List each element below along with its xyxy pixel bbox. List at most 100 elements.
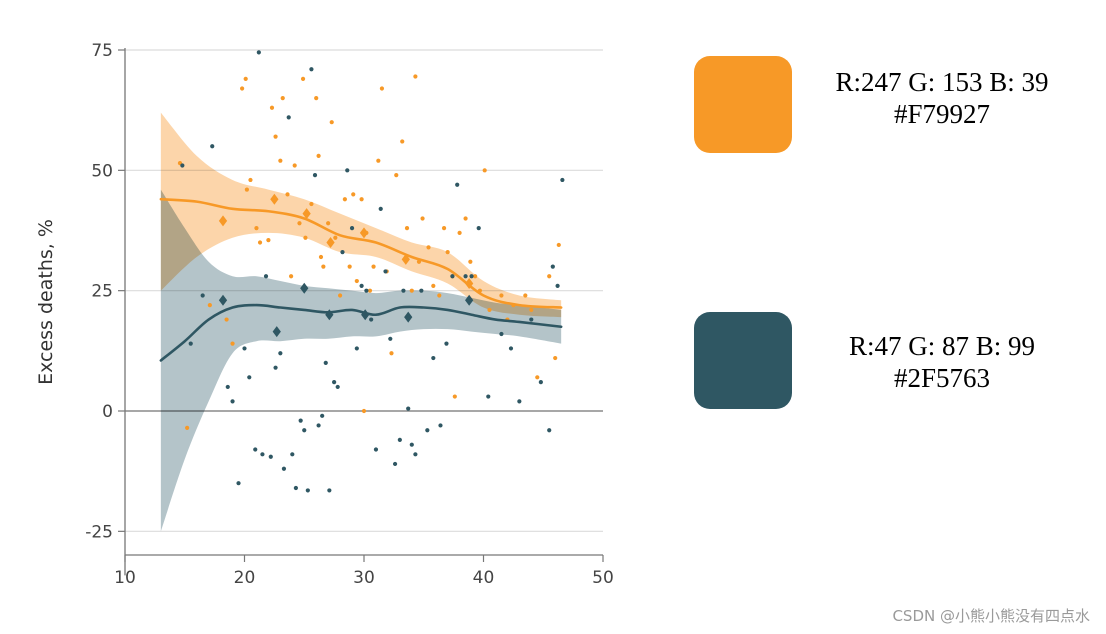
data-points xyxy=(177,50,565,493)
orange-point xyxy=(409,288,414,293)
orange-diamond-marker xyxy=(326,237,335,249)
teal-point xyxy=(406,406,411,411)
teal-point xyxy=(555,283,560,288)
orange-point xyxy=(338,293,343,298)
orange-point xyxy=(333,235,338,240)
teal-point xyxy=(309,67,314,72)
orange-hex-text: #F79927 xyxy=(893,99,991,129)
y-tick-label--25: -25 xyxy=(85,522,113,542)
teal-point xyxy=(323,360,328,365)
teal-hex-text: #2F5763 xyxy=(893,363,991,393)
teal-point xyxy=(401,288,406,293)
teal-point xyxy=(547,428,552,433)
teal-color-swatch xyxy=(694,312,792,409)
orange-point xyxy=(556,242,561,248)
teal-point xyxy=(230,399,235,404)
teal-point xyxy=(538,380,543,385)
orange-point xyxy=(361,408,367,414)
orange-point xyxy=(389,351,394,356)
orange-diamond-marker xyxy=(465,277,474,289)
teal-point xyxy=(263,274,269,279)
teal-color-label: R:47 G: 87 B: 99 #2F5763 xyxy=(792,330,1092,394)
teal-point xyxy=(369,317,374,322)
x-tick-label-40: 40 xyxy=(473,568,495,588)
teal-point xyxy=(463,274,468,279)
orange-point xyxy=(278,158,283,163)
teal-point xyxy=(455,182,460,187)
orange-color-swatch xyxy=(694,56,792,153)
teal-point xyxy=(425,428,430,433)
orange-point xyxy=(185,425,190,430)
teal-point xyxy=(200,293,205,298)
orange-point xyxy=(473,274,478,279)
orange-point xyxy=(371,264,376,269)
orange-point xyxy=(292,163,297,168)
orange-point xyxy=(224,317,229,322)
teal-point xyxy=(409,442,414,447)
teal-diamond-marker xyxy=(325,309,334,321)
orange-trend-line xyxy=(159,197,563,309)
teal-point xyxy=(364,288,369,293)
teal-point xyxy=(517,399,522,404)
teal-point xyxy=(312,173,318,178)
orange-diamond-marker xyxy=(218,215,228,227)
teal-point xyxy=(242,346,247,351)
teal-point xyxy=(247,375,252,380)
teal-point xyxy=(268,454,273,459)
orange-diamond-marker xyxy=(302,208,311,220)
teal-point xyxy=(378,206,383,211)
teal-point xyxy=(450,274,455,279)
teal-point xyxy=(486,394,491,399)
orange-point xyxy=(244,187,249,192)
teal-point xyxy=(210,144,215,149)
teal-point xyxy=(392,461,398,467)
teal-point xyxy=(476,225,481,231)
teal-point xyxy=(260,452,265,457)
teal-point xyxy=(383,269,388,274)
orange-color-label: R:247 G: 153 B: 39 #F79927 xyxy=(792,66,1092,130)
teal-point xyxy=(180,163,185,168)
orange-point xyxy=(321,264,326,269)
orange-point xyxy=(445,250,450,255)
orange-point xyxy=(230,341,235,346)
teal-point xyxy=(225,384,230,390)
teal-diamond-marker xyxy=(218,294,228,306)
orange-point xyxy=(273,134,278,139)
teal-point xyxy=(397,437,402,442)
orange-point xyxy=(452,394,457,399)
teal-point xyxy=(316,423,321,428)
teal-point xyxy=(499,331,504,337)
orange-point xyxy=(400,139,405,144)
watermark: CSDN @小熊小熊没有四点水 xyxy=(892,607,1090,625)
teal-point xyxy=(444,341,449,346)
orange-point xyxy=(547,274,552,279)
x-tick-label-30: 30 xyxy=(353,568,375,588)
teal-point xyxy=(560,177,565,183)
teal-diamond-marker xyxy=(404,311,413,323)
x-tick-label-10: 10 xyxy=(114,568,136,588)
orange-point xyxy=(437,293,442,298)
orange-point xyxy=(359,197,364,202)
teal-diamond-marker xyxy=(465,294,474,306)
orange-point xyxy=(257,240,263,245)
teal-point xyxy=(349,225,355,231)
orange-point xyxy=(404,225,410,231)
teal-point xyxy=(340,250,345,255)
orange-point xyxy=(535,375,540,380)
orange-point xyxy=(280,96,285,101)
teal-point xyxy=(413,452,418,457)
confidence-bands xyxy=(160,112,562,532)
orange-rgb-text: R:247 G: 153 B: 39 xyxy=(835,67,1049,97)
teal-point xyxy=(293,485,298,491)
orange-point xyxy=(394,173,399,178)
teal-point xyxy=(345,168,350,173)
teal-point xyxy=(278,351,283,356)
teal-point xyxy=(256,50,261,55)
teal-point xyxy=(236,481,241,486)
orange-point xyxy=(314,96,319,101)
teal-point xyxy=(373,447,379,452)
orange-point xyxy=(379,86,385,91)
orange-point xyxy=(487,307,492,313)
orange-point xyxy=(523,293,528,298)
y-tick-label-50: 50 xyxy=(91,161,113,181)
